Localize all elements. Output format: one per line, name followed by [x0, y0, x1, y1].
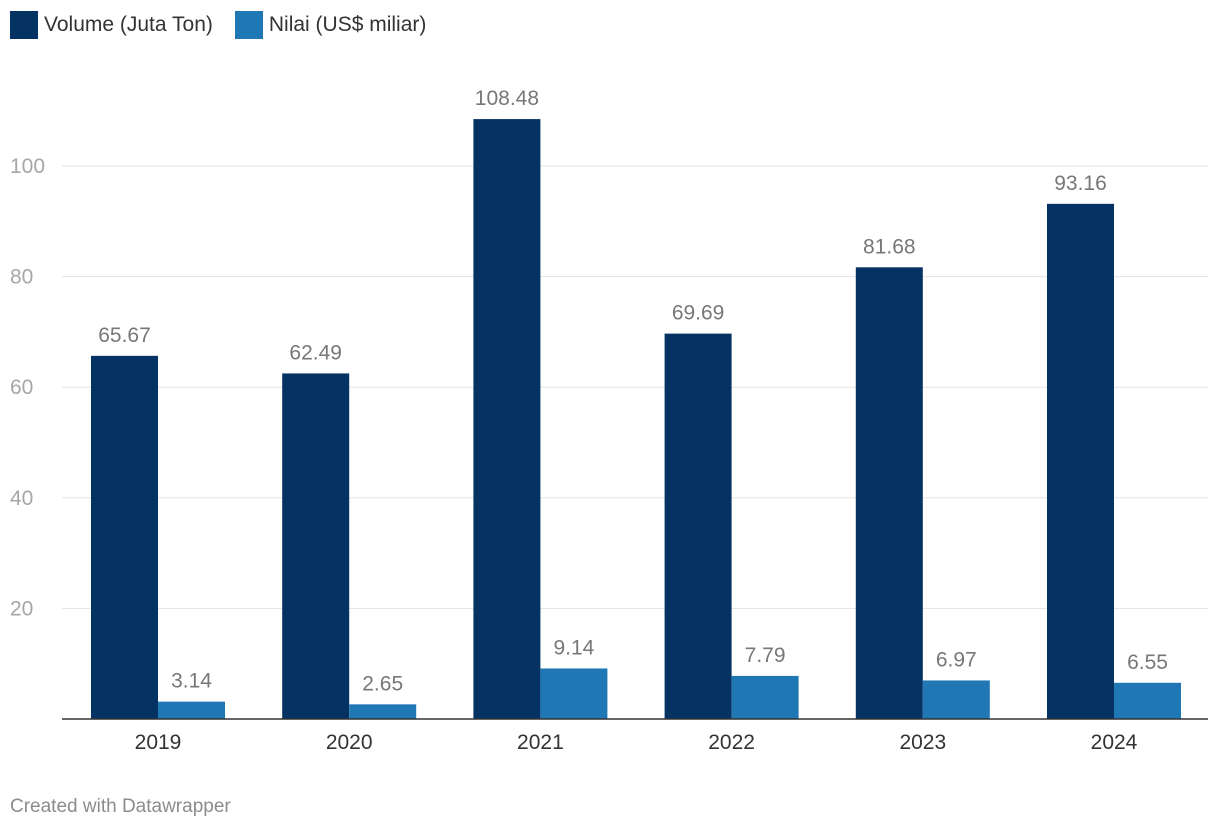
- value-label-nilai-2021: 9.14: [553, 636, 594, 659]
- y-tick-label-100: 100: [10, 155, 45, 178]
- legend-label-volume: Volume (Juta Ton): [44, 13, 213, 36]
- bar-volume-2019: [91, 355, 158, 719]
- bar-nilai-2023: [922, 680, 990, 719]
- bar-nilai-2021: [540, 668, 608, 719]
- bar-nilai-2024: [1114, 682, 1181, 719]
- bar-volume-2020: [282, 373, 350, 719]
- value-label-nilai-2020: 2.65: [362, 672, 403, 695]
- legend-swatch-volume: [10, 11, 38, 39]
- value-label-volume-2020: 62.49: [289, 341, 342, 364]
- x-tick-label-2019: 2019: [135, 731, 182, 754]
- value-label-volume-2019: 65.67: [98, 324, 151, 347]
- bar-volume-2024: [1047, 203, 1114, 719]
- bar-volume-2023: [855, 267, 923, 719]
- x-tick-label-2020: 2020: [326, 731, 373, 754]
- value-label-volume-2022: 69.69: [672, 302, 725, 325]
- value-label-nilai-2023: 6.97: [936, 648, 977, 671]
- y-tick-label-60: 60: [10, 376, 33, 399]
- bar-nilai-2022: [731, 675, 799, 719]
- chart-legend: Volume (Juta Ton) Nilai (US$ miliar): [10, 9, 448, 41]
- legend-label-nilai: Nilai (US$ miliar): [268, 13, 427, 36]
- value-label-nilai-2019: 3.14: [171, 670, 212, 693]
- bar-nilai-2020: [349, 704, 417, 719]
- legend-item-volume: Volume (Juta Ton): [10, 11, 213, 39]
- value-label-volume-2023: 81.68: [863, 235, 916, 258]
- x-tick-label-2023: 2023: [899, 731, 946, 754]
- legend-item-nilai: Nilai (US$ miliar): [234, 11, 427, 39]
- x-tick-label-2022: 2022: [708, 731, 755, 754]
- bar-nilai-2019: [158, 701, 225, 719]
- y-tick-label-20: 20: [10, 597, 33, 620]
- x-tick-label-2021: 2021: [517, 731, 564, 754]
- legend-swatch-nilai: [234, 11, 263, 39]
- y-tick-label-80: 80: [10, 266, 33, 289]
- bar-volume-2021: [473, 119, 541, 720]
- value-label-nilai-2022: 7.79: [745, 644, 786, 667]
- value-label-volume-2024: 93.16: [1054, 172, 1107, 195]
- bar-volume-2022: [664, 333, 732, 719]
- y-tick-label-40: 40: [10, 487, 33, 510]
- value-label-nilai-2024: 6.55: [1127, 651, 1168, 674]
- datawrapper-credit: Created with Datawrapper: [10, 796, 231, 817]
- value-label-volume-2021: 108.48: [475, 87, 539, 110]
- x-tick-label-2024: 2024: [1091, 731, 1138, 754]
